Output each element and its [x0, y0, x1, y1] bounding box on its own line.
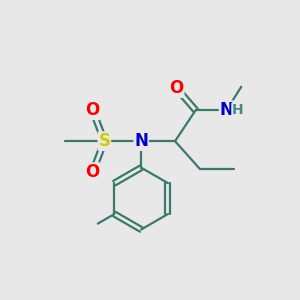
- Text: N: N: [134, 132, 148, 150]
- Text: S: S: [98, 132, 110, 150]
- Text: N: N: [220, 101, 233, 119]
- Text: H: H: [232, 103, 244, 117]
- Text: O: O: [85, 101, 100, 119]
- Text: O: O: [85, 163, 100, 181]
- Text: O: O: [169, 79, 184, 97]
